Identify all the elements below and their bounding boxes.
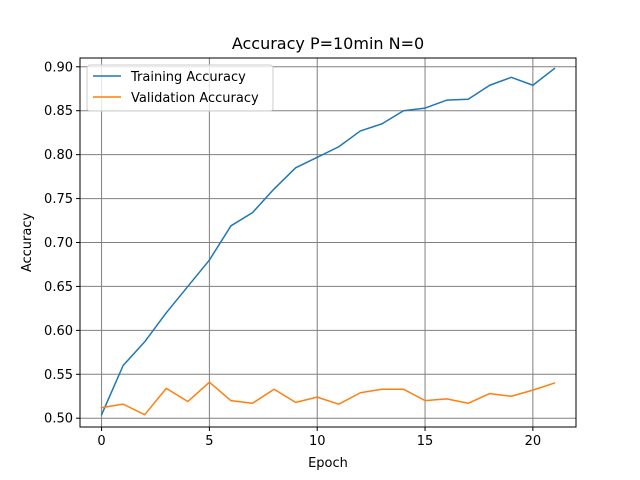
x-axis-label: Epoch [308, 456, 348, 471]
x-tick-label: 5 [205, 434, 213, 449]
y-tick-label: 0.50 [44, 412, 73, 427]
y-tick-label: 0.85 [44, 104, 73, 119]
grid-lines [80, 58, 576, 427]
y-tick-label: 0.70 [44, 236, 73, 251]
x-tick-label: 10 [309, 434, 326, 449]
y-axis-label: Accuracy [20, 213, 35, 273]
x-tick-label: 15 [417, 434, 434, 449]
y-tick-label: 0.55 [44, 368, 73, 383]
y-tick-label: 0.60 [44, 324, 73, 339]
training-accuracy-line [100, 67, 556, 416]
legend-label-validation: Validation Accuracy [131, 91, 259, 106]
legend-label-training: Training Accuracy [130, 70, 246, 85]
y-tick-label: 0.90 [44, 60, 73, 75]
plot-frame [79, 57, 577, 428]
y-tick-label: 0.75 [44, 192, 73, 207]
axis-ticks: 0 5 10 15 20 0.50 0.55 0.60 0.65 0.70 0.75 0.80 0.85… [44, 60, 541, 449]
x-tick-label: 0 [97, 434, 105, 449]
y-tick-label: 0.80 [44, 148, 73, 163]
legend: Training Accuracy Validation Accuracy [86, 64, 274, 112]
series-lines [100, 67, 556, 416]
legend-box [86, 64, 274, 112]
chart-title: Accuracy P=10min N=0 [232, 34, 424, 53]
validation-accuracy-line [100, 381, 556, 416]
x-tick-label: 20 [525, 434, 542, 449]
y-tick-label: 0.65 [44, 280, 73, 295]
